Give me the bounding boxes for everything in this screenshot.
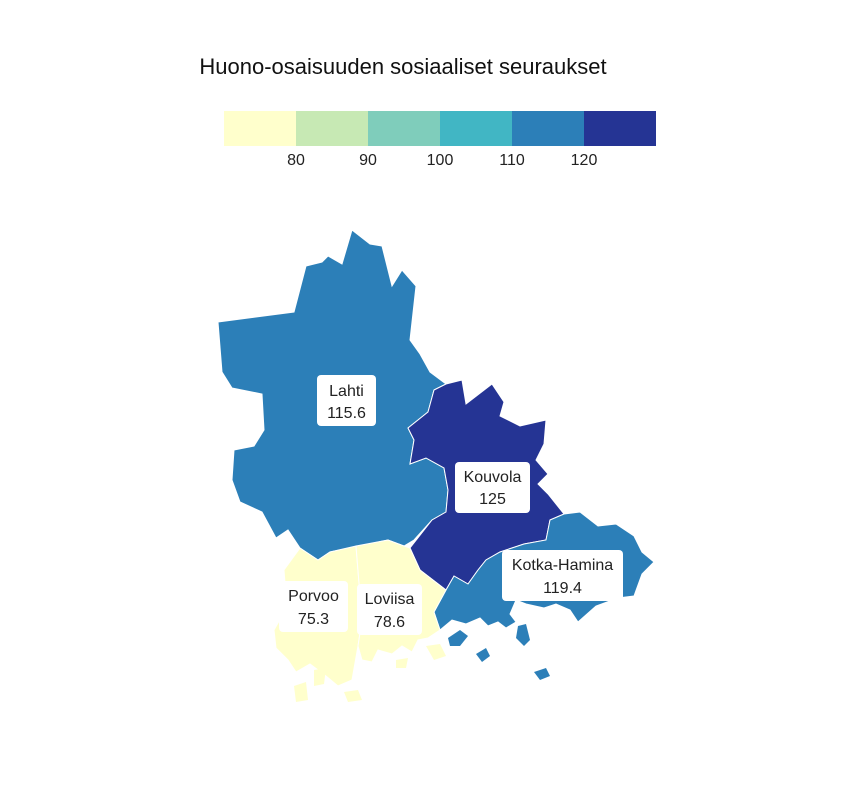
legend-tick-label: 110 [499,152,525,169]
label-box [279,581,348,632]
island-kotka-hamina [448,630,468,646]
island-kotka-hamina [516,624,530,646]
region-value: 115.6 [327,405,366,422]
label-loviisa: Loviisa 78.6 [357,584,422,635]
map-title: Huono-osaisuuden sosiaaliset seuraukset [199,54,607,79]
legend-swatch [440,111,512,146]
label-box [317,375,376,426]
label-box [502,550,623,601]
island-porvoo [294,682,308,702]
legend-ticks: 80 90 100 110 120 [224,152,656,182]
color-legend: 80 90 100 110 120 [224,111,656,181]
label-lahti: Lahti 115.6 [317,375,376,426]
region-name: Kotka-Hamina [512,557,613,574]
island-porvoo [344,690,362,702]
legend-swatch [296,111,368,146]
legend-tick-label: 90 [359,152,377,169]
region-name: Porvoo [288,588,339,605]
region-value: 125 [479,491,506,508]
legend-swatch [584,111,656,146]
island-loviisa [396,658,408,668]
island-loviisa [426,644,446,660]
region-name: Kouvola [464,469,522,486]
legend-swatch [512,111,584,146]
island-kotka-hamina [476,648,490,662]
legend-swatch [368,111,440,146]
region-name: Loviisa [365,591,415,608]
region-value: 78.6 [374,614,405,631]
legend-swatches [224,111,656,146]
region-name: Lahti [329,383,364,400]
legend-tick-label: 80 [287,152,305,169]
island-porvoo [314,668,326,686]
island-kotka-hamina [534,668,550,680]
label-box [357,584,422,635]
legend-tick-label: 100 [426,152,454,169]
label-porvoo: Porvoo 75.3 [279,581,348,632]
legend-swatch [224,111,296,146]
region-value: 119.4 [543,580,582,597]
label-kotka-hamina: Kotka-Hamina 119.4 [502,550,623,601]
legend-tick-label: 120 [570,152,598,169]
label-kouvola: Kouvola 125 [455,462,530,513]
label-box [455,462,530,513]
region-value: 75.3 [298,611,329,628]
